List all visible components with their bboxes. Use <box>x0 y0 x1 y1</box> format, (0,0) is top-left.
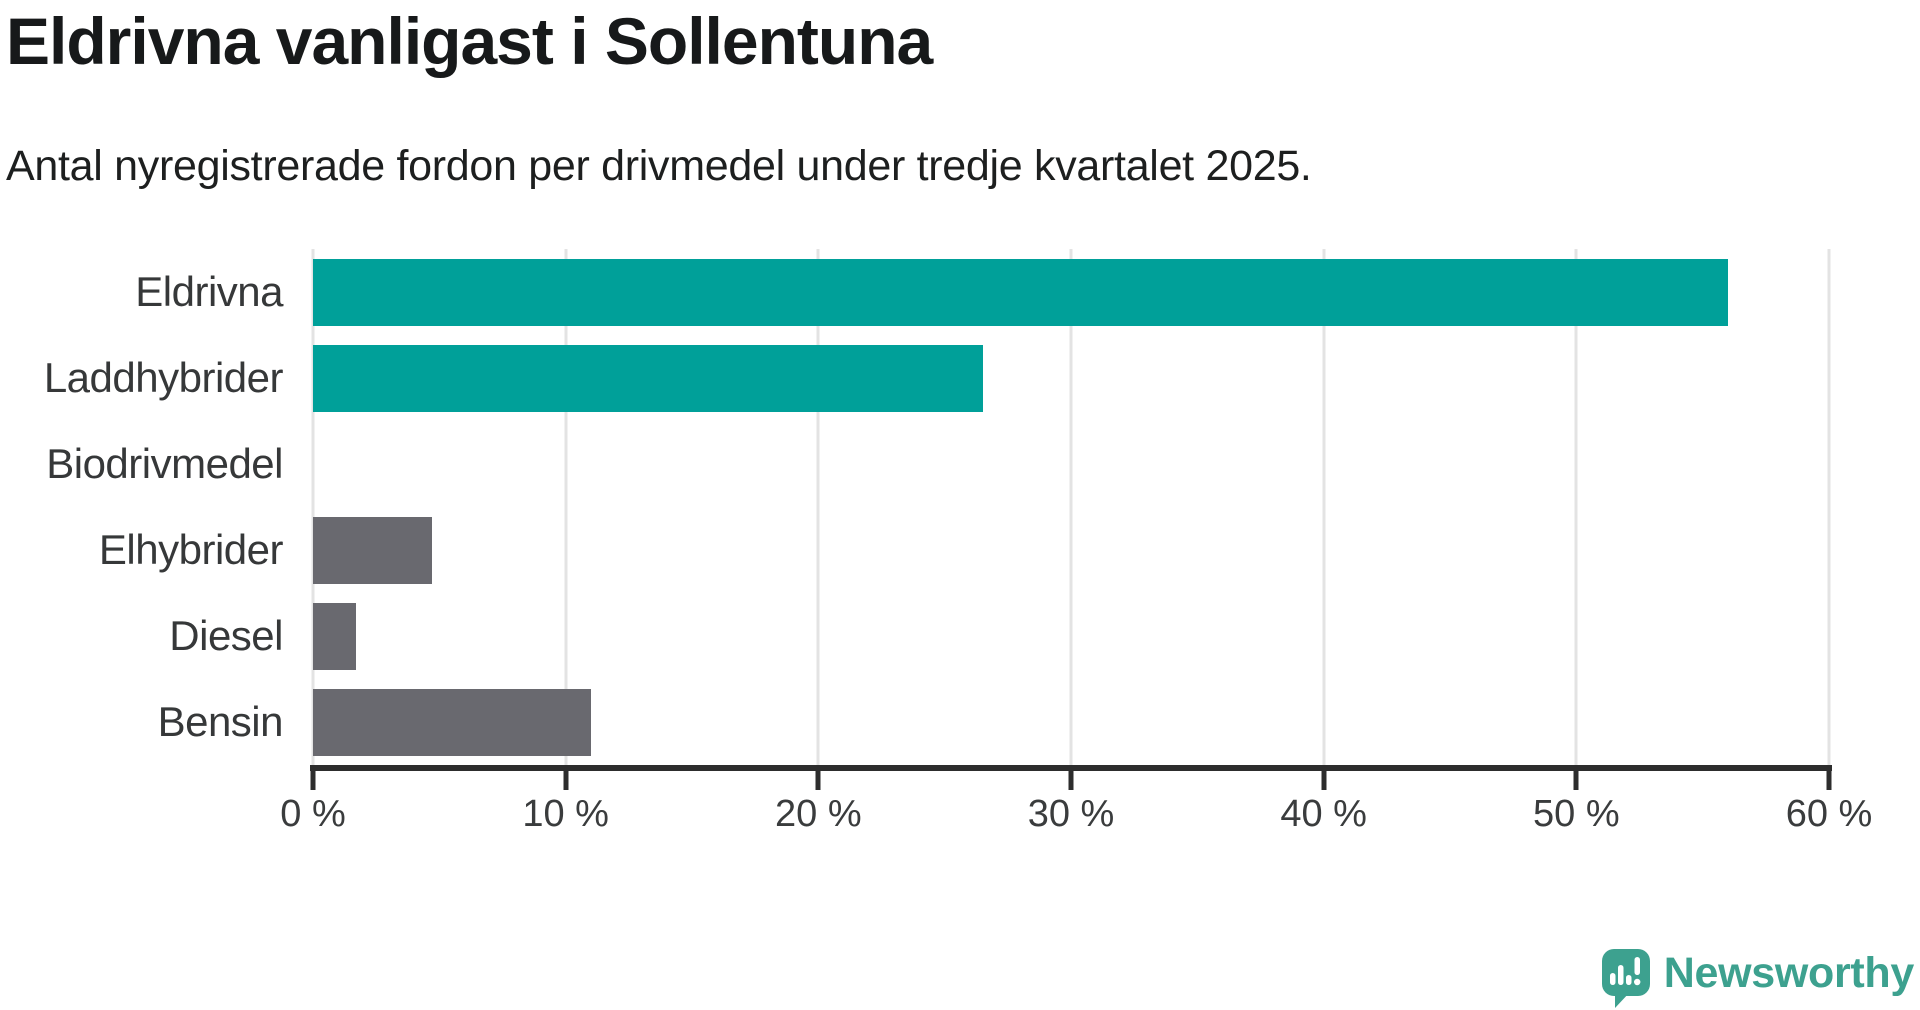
bar-eldrivna <box>313 258 1728 326</box>
x-gridline <box>1322 249 1326 765</box>
bar-laddhybrider <box>313 344 983 412</box>
x-gridline <box>564 249 568 765</box>
x-axis-tick <box>310 765 316 790</box>
x-axis-tick <box>815 765 821 790</box>
x-gridline <box>311 249 315 765</box>
x-axis-tick-label: 40 % <box>1280 793 1367 835</box>
x-gridline <box>1574 249 1578 765</box>
x-axis-tick-label: 50 % <box>1533 793 1620 835</box>
bar-bensin <box>313 688 591 756</box>
category-label: Bensin <box>157 698 284 745</box>
bar-diesel <box>313 602 356 670</box>
newsworthy-speech-bubble-chart-icon <box>1601 949 1650 1008</box>
x-axis-tick-label: 10 % <box>522 793 609 835</box>
newsworthy-logo: Newsworthy <box>1601 949 1915 1008</box>
newsworthy-logo-text: Newsworthy <box>1663 949 1915 997</box>
x-gridline <box>1069 249 1073 765</box>
category-label: Elhybrider <box>98 526 284 573</box>
x-gridline <box>816 249 820 765</box>
x-gridline <box>1827 249 1831 765</box>
x-axis-tick <box>563 765 569 790</box>
chart-subtitle: Antal nyregistrerade fordon per drivmede… <box>6 142 1312 190</box>
x-axis-tick <box>1573 765 1579 790</box>
x-axis-tick <box>1068 765 1074 790</box>
category-label: Eldrivna <box>135 268 283 315</box>
chart-title: Eldrivna vanligast i Sollentuna <box>6 4 933 78</box>
category-label: Biodrivmedel <box>46 440 283 487</box>
bar-elhybrider <box>313 516 432 584</box>
category-label: Laddhybrider <box>43 354 284 401</box>
plot-area: 0 % 10 % 20 % 30 % 40 % 50 % 60 % Eldrivna Laddh… <box>44 249 1872 835</box>
x-axis-tick-label: 20 % <box>775 793 862 835</box>
x-axis-tick <box>1321 765 1327 790</box>
category-label: Diesel <box>169 612 283 659</box>
x-axis-tick <box>1826 765 1832 790</box>
x-axis-tick-label: 60 % <box>1785 793 1873 835</box>
x-axis-tick-label: 30 % <box>1027 793 1115 835</box>
x-axis-tick-label: 0 % <box>280 793 346 835</box>
